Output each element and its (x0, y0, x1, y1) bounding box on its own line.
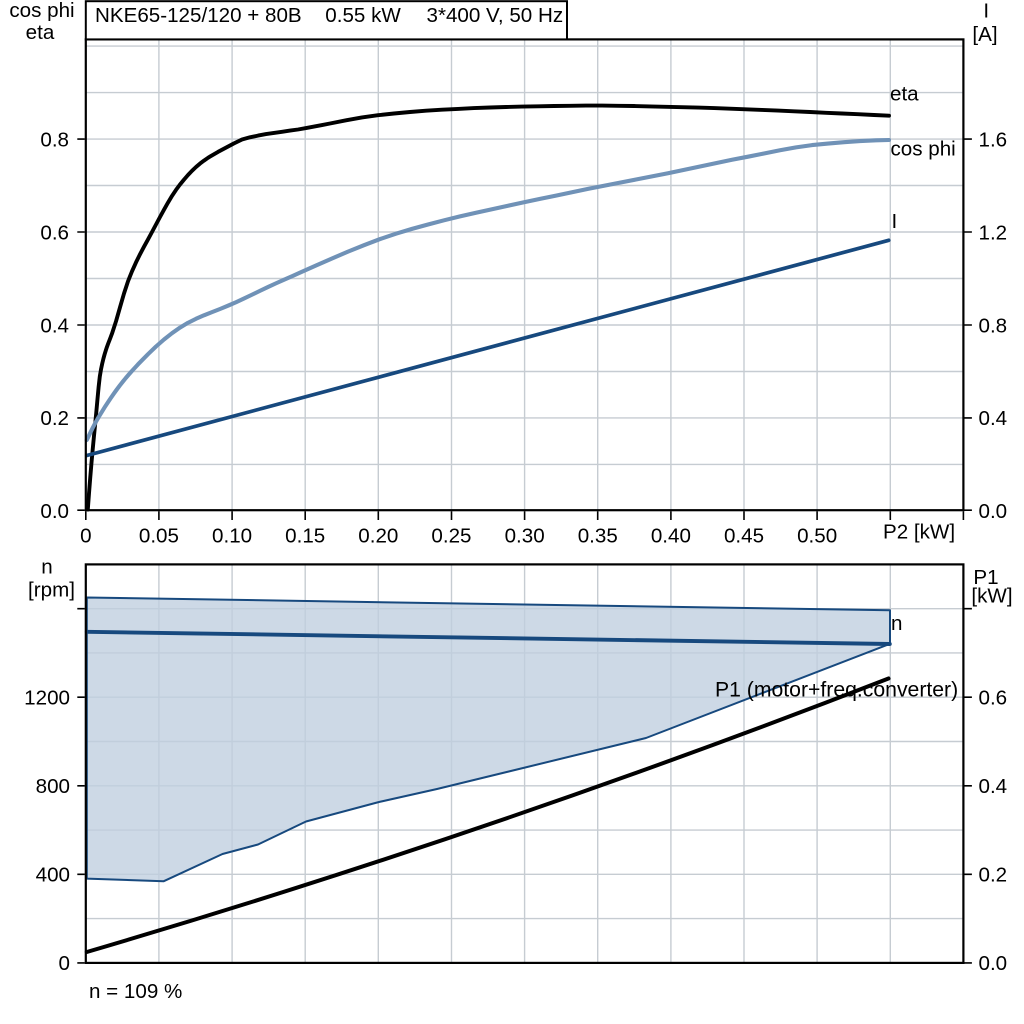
svg-text:0: 0 (80, 525, 91, 548)
svg-text:800: 800 (36, 775, 70, 798)
svg-text:cos phi: cos phi (891, 138, 956, 161)
svg-text:0.35: 0.35 (578, 525, 618, 548)
svg-text:0.0: 0.0 (40, 500, 69, 523)
svg-text:0.15: 0.15 (285, 525, 325, 548)
svg-text:0.20: 0.20 (358, 525, 398, 548)
svg-text:0.6: 0.6 (40, 221, 69, 244)
svg-text:0.10: 0.10 (212, 525, 252, 548)
svg-text:0.55 kW: 0.55 kW (325, 4, 401, 27)
svg-text:0.45: 0.45 (724, 525, 764, 548)
svg-text:[rpm]: [rpm] (28, 579, 75, 602)
svg-text:[kW]: [kW] (971, 585, 1012, 608)
svg-text:n: n (41, 556, 52, 579)
svg-text:eta: eta (890, 83, 919, 106)
svg-text:3*400 V, 50 Hz: 3*400 V, 50 Hz (427, 4, 564, 27)
svg-text:0.4: 0.4 (40, 314, 69, 337)
svg-text:0.4: 0.4 (979, 775, 1008, 798)
svg-text:0.0: 0.0 (979, 952, 1008, 975)
svg-text:cos phi: cos phi (9, 0, 74, 22)
svg-text:0.0: 0.0 (979, 500, 1008, 523)
svg-text:0.40: 0.40 (651, 525, 691, 548)
svg-text:0.30: 0.30 (505, 525, 545, 548)
svg-text:0.05: 0.05 (139, 525, 179, 548)
svg-text:0: 0 (59, 952, 70, 975)
svg-text:P2 [kW]: P2 [kW] (883, 521, 955, 544)
svg-text:0.50: 0.50 (797, 525, 837, 548)
svg-text:0.25: 0.25 (431, 525, 471, 548)
svg-text:1200: 1200 (24, 687, 70, 710)
svg-text:[A]: [A] (972, 23, 997, 46)
svg-text:400: 400 (36, 864, 70, 887)
svg-text:1.2: 1.2 (979, 221, 1008, 244)
svg-text:I: I (892, 210, 898, 233)
svg-text:P1 (motor+freq.converter): P1 (motor+freq.converter) (715, 679, 958, 702)
svg-text:n: n (891, 612, 902, 635)
svg-text:0.4: 0.4 (979, 407, 1008, 430)
svg-text:0.8: 0.8 (979, 314, 1008, 337)
svg-text:n = 109 %: n = 109 % (89, 980, 182, 1003)
svg-text:0.6: 0.6 (979, 687, 1008, 710)
svg-text:NKE65-125/120 + 80B: NKE65-125/120 + 80B (95, 4, 302, 27)
svg-text:1.6: 1.6 (979, 128, 1008, 151)
svg-text:0.2: 0.2 (979, 864, 1008, 887)
svg-text:P1: P1 (973, 566, 998, 589)
svg-text:0.2: 0.2 (40, 407, 69, 430)
svg-text:eta: eta (26, 21, 55, 44)
svg-text:I: I (983, 0, 989, 23)
svg-text:0.8: 0.8 (40, 128, 69, 151)
